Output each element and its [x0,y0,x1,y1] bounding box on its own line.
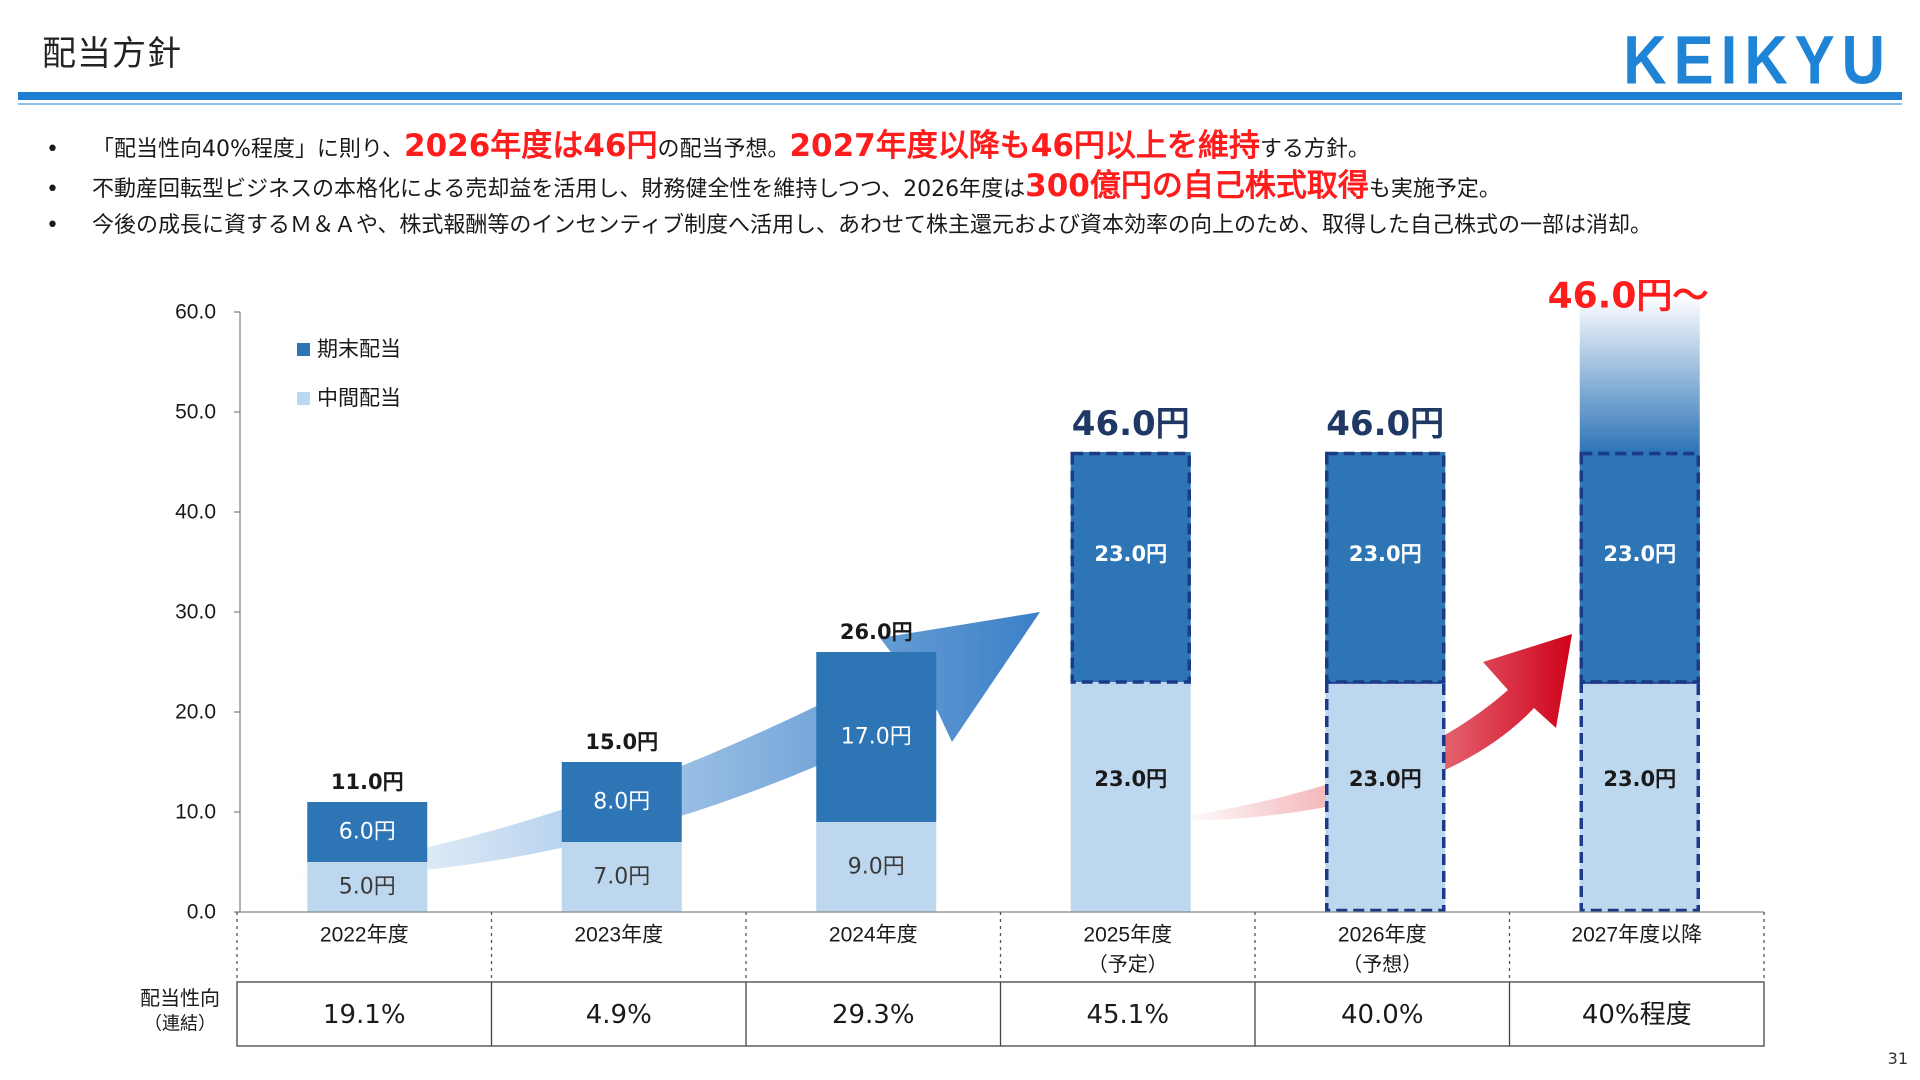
dividend-chart: 0.0 10.0 20.0 30.0 40.0 50.0 60.0 5.0円 6.0円 11.0円… [140,280,1765,1047]
bullet-item: • 今後の成長に資するＭ＆Ａや、株式報酬等のインセンティブ制度へ活用し、あわせて株… [46,206,1906,246]
bar-interim-dividend [1325,682,1446,912]
payout-ratio-value: 40.0% [1341,1000,1424,1030]
y-tick-label: 20.0 [175,701,216,724]
bullet-marker: • [46,137,59,162]
bullet-text: も実施予定。 [1368,177,1501,202]
payout-row-label: 配当性向 [140,986,220,1010]
y-tick-label: 30.0 [175,601,216,624]
bar-year-end-dividend [307,802,428,862]
y-tick-label: 40.0 [175,501,216,524]
bullet-text: の配当予想。 [657,137,790,162]
bullet-text: する方針。 [1259,137,1370,162]
bar-interim-dividend [561,842,682,912]
payout-ratio-value: 29.3% [832,1000,915,1030]
payout-ratio-value: 19.1% [323,1000,406,1030]
x-category-sublabel: （予想） [1342,952,1422,976]
payout-ratio-value: 45.1% [1086,1000,1169,1030]
bar-year-end-dividend [1579,452,1700,682]
bar-year-end-label: 8.0円 [593,790,650,815]
bar-interim-label: 9.0円 [848,855,905,880]
bullet-item: • 不動産回転型ビジネスの本格化による売却益を活用し、財務健全性を維持しつつ、20… [46,166,1906,206]
legend-label-interim: 中間配当 [317,386,401,410]
bar-total-label: 15.0円 [585,730,658,754]
company-logo: KEIKYU [1623,21,1892,99]
bar-year-end-dividend [816,652,937,822]
header-rule [18,92,1902,100]
page-number: 31 [1887,1049,1908,1068]
bar-interim-label: 23.0円 [1094,767,1167,791]
bar-total-label: 26.0円 [840,620,913,644]
bar-interim-dividend [816,822,937,912]
bar-year-end-dividend [1325,452,1446,682]
bullet-text: 今後の成長に資するＭ＆Ａや、株式報酬等のインセンティブ制度へ活用し、あわせて株主… [92,213,1653,238]
bar-interim-label: 23.0円 [1349,767,1422,791]
bar-interim-dividend [307,862,428,912]
y-tick-label: 60.0 [175,301,216,324]
y-tick-label: 0.0 [187,901,216,924]
bar-year-end-label: 23.0円 [1094,542,1167,566]
x-category-label: 2026年度 [1338,924,1427,947]
bar-interim-dividend [1579,682,1700,912]
bullet-highlight: 300億円の自己株式取得 [1025,168,1369,204]
bullet-marker: • [46,177,59,202]
x-category-label: 2025年度 [1083,924,1172,947]
bar-interim-label: 7.0円 [593,865,650,890]
bullet-text: 不動産回転型ビジネスの本格化による売却益を活用し、財務健全性を維持しつつ、202… [92,177,1026,202]
bar-year-end-dashed-outline [1579,451,1700,684]
payout-ratio-value: 40%程度 [1582,1000,1692,1030]
payout-ratio-value: 4.9% [586,1000,652,1030]
y-tick-label: 50.0 [175,401,216,424]
bar-year-end-dividend [1070,452,1191,682]
bar-year-end-label: 17.0円 [841,725,912,750]
bar-interim-label: 23.0円 [1603,767,1676,791]
bar-year-end-label: 23.0円 [1349,542,1422,566]
bar-year-end-dashed-outline [1325,451,1446,684]
bullet-highlight: 2027年度以降も46円以上を維持 [789,128,1260,164]
bar-total-label: 46.0円 [1326,404,1444,444]
x-category-sublabel: （予定） [1088,952,1168,976]
legend-swatch-interim [297,392,310,405]
bullet-highlight: 2026年度は46円 [404,128,658,164]
header-rule-thin [18,103,1902,105]
bar-year-end-dividend [561,762,682,842]
bar-total-label: 46.0円 [1072,404,1190,444]
bar-total-label: 11.0円 [331,770,404,794]
x-category-label: 2027年度以降 [1571,924,1702,947]
payout-row-sublabel: （連結） [144,1014,216,1035]
growth-arrow-blue [292,612,1040,878]
bullet-marker: • [46,213,59,238]
bar-year-end-label: 6.0円 [339,820,396,845]
bar-interim-dividend [1070,682,1191,912]
bullet-text: 「配当性向40%程度」に則り、 [92,137,405,162]
x-category-label: 2023年度 [574,924,663,947]
bullet-list: • 「配当性向40%程度」に則り、 2026年度は46円 の配当予想。 2027年度以降… [46,126,1906,246]
x-category-label: 2024年度 [829,924,918,947]
x-category-label: 2022年度 [320,924,409,947]
y-tick-label: 10.0 [175,801,216,824]
bar-year-end-dashed-outline [1070,451,1191,684]
bar-future-fade [1579,296,1700,452]
chart-annotation-label: 46.0円～ [1548,280,1709,317]
bar-year-end-label: 23.0円 [1603,542,1676,566]
legend-label-year-end: 期末配当 [317,337,401,361]
bullet-item: • 「配当性向40%程度」に則り、 2026年度は46円 の配当予想。 2027年度以降… [46,126,1906,166]
page-title: 配当方針 [42,34,182,74]
legend-swatch-year-end [297,343,310,356]
bar-interim-label: 5.0円 [339,875,396,900]
